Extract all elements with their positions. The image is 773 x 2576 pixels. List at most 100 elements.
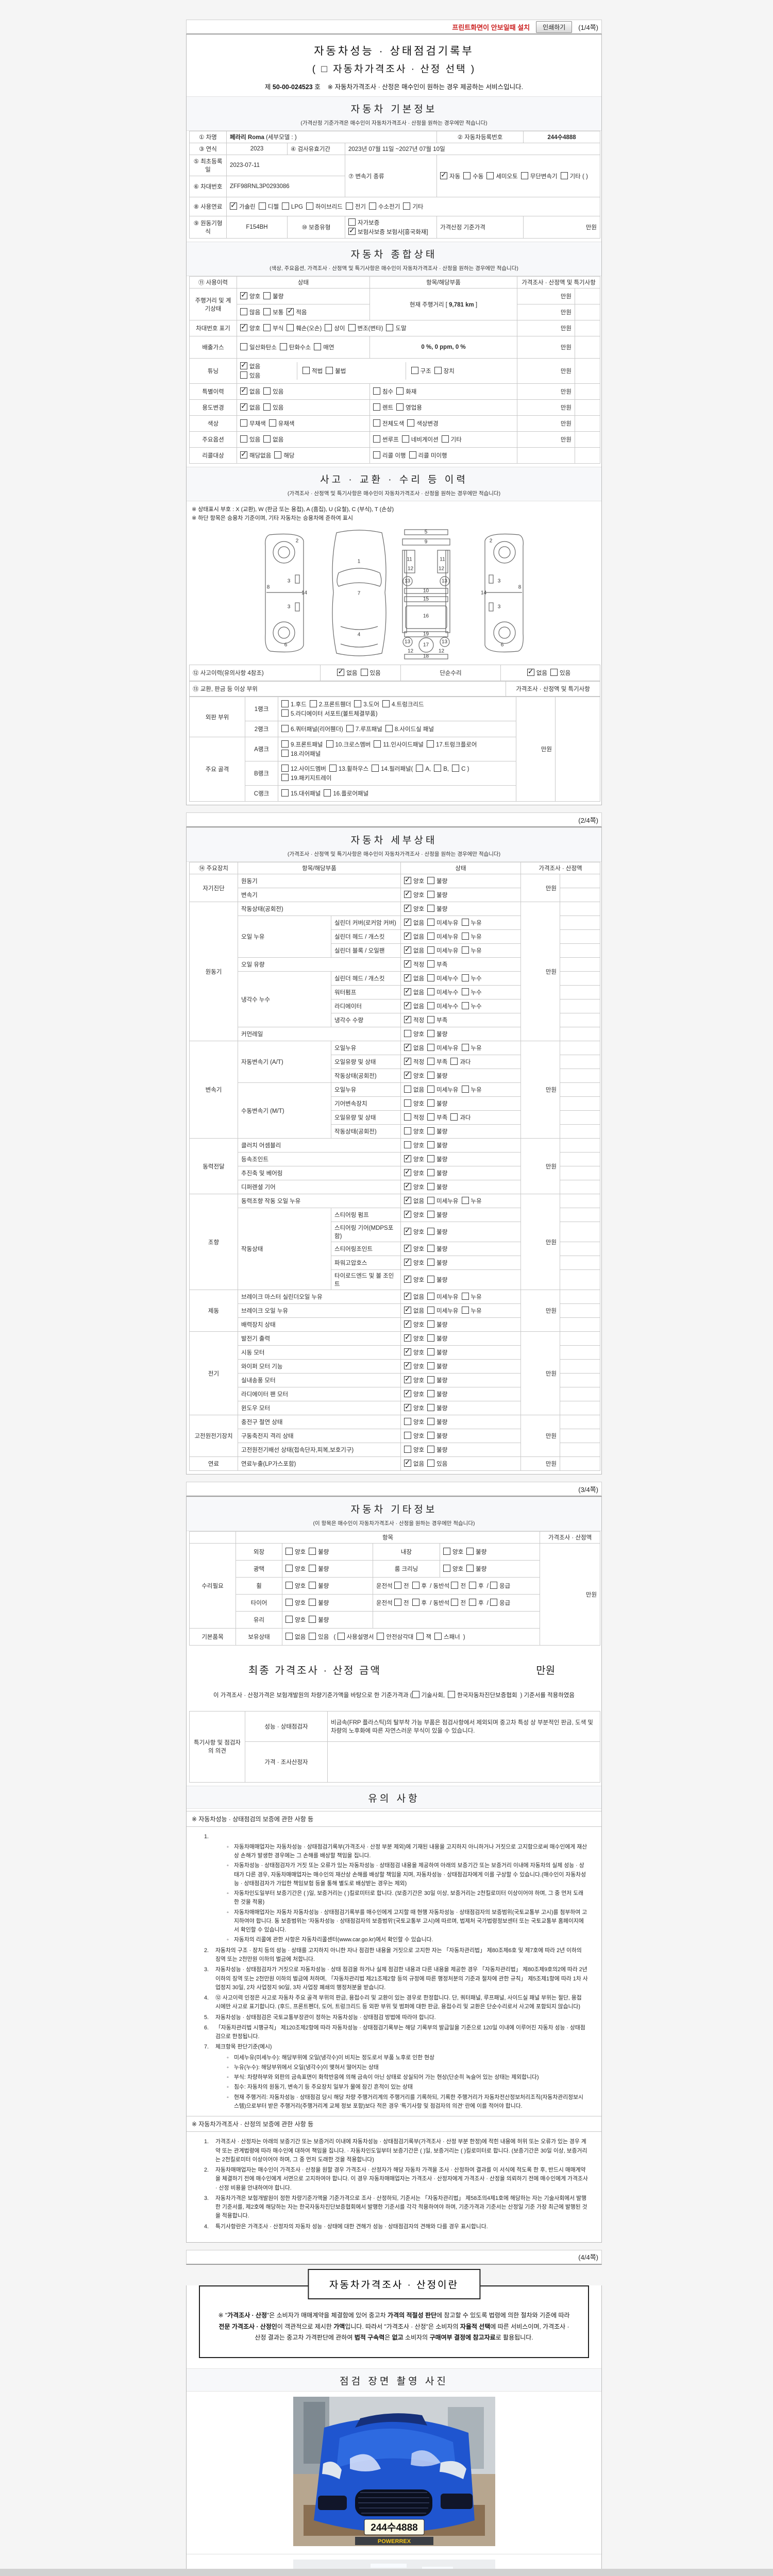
checkbox-unchecked-icon[interactable] <box>274 451 282 459</box>
checkbox-option[interactable]: 불량 <box>309 1599 329 1607</box>
checkbox-option[interactable]: 렌트 <box>373 403 393 412</box>
checkbox-checked-icon[interactable] <box>404 1388 411 1397</box>
checkbox-option[interactable]: 불량 <box>309 1582 329 1590</box>
checkbox-option[interactable]: 전 <box>451 1599 466 1607</box>
checkbox-checked-icon[interactable] <box>404 1042 411 1051</box>
checkbox-option[interactable]: 후 <box>412 1599 427 1607</box>
checkbox-unchecked-icon[interactable] <box>427 1276 435 1283</box>
checkbox-option[interactable]: 많음 <box>240 308 260 316</box>
checkbox-unchecked-icon[interactable] <box>461 974 469 981</box>
checkbox-unchecked-icon[interactable] <box>427 1432 435 1439</box>
checkbox-option[interactable]: 색상변경 <box>407 419 439 428</box>
checkbox-unchecked-icon[interactable] <box>520 172 528 179</box>
checkbox-unchecked-icon[interactable] <box>427 946 435 954</box>
checkbox-option[interactable]: 양호 <box>404 1347 424 1357</box>
checkbox-option[interactable]: 양호 <box>404 1388 424 1398</box>
checkbox-option[interactable]: 일산화탄소 <box>240 343 277 351</box>
checkbox-unchecked-icon[interactable] <box>409 451 416 459</box>
checkbox-option[interactable]: 없음 <box>404 1086 424 1094</box>
checkbox-option[interactable]: 양호 <box>404 1030 424 1038</box>
checkbox-unchecked-icon[interactable] <box>396 387 404 395</box>
checkbox-option[interactable]: 미세누유 <box>427 946 459 955</box>
checkbox-checked-icon[interactable] <box>404 1243 411 1252</box>
checkbox-unchecked-icon[interactable] <box>404 1127 411 1134</box>
checkbox-option[interactable]: 양호 <box>404 1432 424 1440</box>
checkbox-option[interactable]: 없음 <box>404 973 424 982</box>
checkbox-option[interactable]: 불량 <box>427 891 447 899</box>
checkbox-option[interactable]: 7.루프패널 <box>346 725 382 733</box>
checkbox-unchecked-icon[interactable] <box>560 172 568 179</box>
checkbox-unchecked-icon[interactable] <box>309 1599 316 1606</box>
checkbox-option[interactable]: 없음 <box>404 1305 424 1315</box>
checkbox-option[interactable]: 보험사보증 보험사[흥국화재] <box>348 226 428 236</box>
checkbox-option[interactable]: 양호 <box>285 1565 306 1573</box>
checkbox-unchecked-icon[interactable] <box>427 1245 435 1252</box>
checkbox-option[interactable]: 과다 <box>450 1113 471 1122</box>
checkbox-unchecked-icon[interactable] <box>461 1293 469 1300</box>
checkbox-option[interactable]: 불량 <box>427 1362 447 1370</box>
checkbox-option[interactable]: 누유 <box>461 1307 482 1315</box>
checkbox-option[interactable]: 없음 <box>404 1458 424 1468</box>
checkbox-unchecked-icon[interactable] <box>281 765 289 772</box>
checkbox-checked-icon[interactable] <box>404 917 411 926</box>
checkbox-unchecked-icon[interactable] <box>469 1599 477 1606</box>
checkbox-unchecked-icon[interactable] <box>263 435 271 443</box>
checkbox-unchecked-icon[interactable] <box>401 435 409 443</box>
checkbox-option[interactable]: 부족 <box>427 1016 447 1024</box>
checkbox-unchecked-icon[interactable] <box>427 1044 435 1051</box>
checkbox-unchecked-icon[interactable] <box>461 1044 469 1051</box>
checkbox-unchecked-icon[interactable] <box>281 750 289 757</box>
checkbox-option[interactable]: 적법 <box>303 367 323 375</box>
checkbox-option[interactable]: 양호 <box>404 903 424 913</box>
checkbox-option[interactable]: 적정 <box>404 1014 424 1024</box>
checkbox-option[interactable]: 적정 <box>404 959 424 969</box>
checkbox-checked-icon[interactable] <box>404 1195 411 1204</box>
checkbox-unchecked-icon[interactable] <box>427 1362 435 1369</box>
checkbox-unchecked-icon[interactable] <box>281 740 289 748</box>
checkbox-option[interactable]: 장치 <box>434 367 455 375</box>
print-button[interactable]: 인쇄하기 <box>536 21 573 33</box>
checkbox-option[interactable]: 누유 <box>461 919 482 927</box>
checkbox-option[interactable]: 후 <box>412 1582 427 1590</box>
checkbox-checked-icon[interactable] <box>404 1375 411 1383</box>
checkbox-option[interactable]: 수동 <box>463 172 483 180</box>
checkbox-option[interactable]: 불량 <box>427 1432 447 1440</box>
checkbox-option[interactable]: 19.패키지트레이 <box>281 774 331 782</box>
checkbox-unchecked-icon[interactable] <box>285 1548 293 1555</box>
checkbox-option[interactable]: 불량 <box>427 1141 447 1149</box>
checkbox-option[interactable]: 없음 <box>285 1633 306 1641</box>
checkbox-unchecked-icon[interactable] <box>326 740 333 748</box>
checkbox-unchecked-icon[interactable] <box>404 1113 411 1121</box>
checkbox-option[interactable]: 수소전기 <box>369 202 400 211</box>
checkbox-option[interactable]: 미세누수 <box>427 974 459 982</box>
checkbox-unchecked-icon[interactable] <box>386 324 394 331</box>
checkbox-option[interactable]: 15.대쉬패널 <box>281 789 321 798</box>
checkbox-unchecked-icon[interactable] <box>374 740 381 748</box>
checkbox-option[interactable]: 불량 <box>427 1127 447 1136</box>
checkbox-unchecked-icon[interactable] <box>258 202 266 210</box>
checkbox-option[interactable]: 양호 <box>443 1565 463 1573</box>
checkbox-checked-icon[interactable] <box>404 987 411 995</box>
checkbox-unchecked-icon[interactable] <box>427 1460 435 1467</box>
checkbox-checked-icon[interactable] <box>240 361 247 369</box>
checkbox-option[interactable]: 불량 <box>427 877 447 885</box>
checkbox-option[interactable]: 4.트렁크리드 <box>382 700 424 708</box>
checkbox-unchecked-icon[interactable] <box>448 1691 456 1698</box>
checkbox-option[interactable]: 양호 <box>404 1274 424 1284</box>
checkbox-option[interactable]: 양호 <box>404 1099 424 1108</box>
checkbox-unchecked-icon[interactable] <box>263 403 271 411</box>
checkbox-option[interactable]: 없음 <box>404 1001 424 1010</box>
checkbox-unchecked-icon[interactable] <box>461 988 469 995</box>
checkbox-unchecked-icon[interactable] <box>373 419 380 427</box>
checkbox-unchecked-icon[interactable] <box>382 700 390 707</box>
checkbox-unchecked-icon[interactable] <box>285 1633 293 1640</box>
checkbox-option[interactable]: 2.프론트휀더 <box>309 700 351 708</box>
checkbox-unchecked-icon[interactable] <box>427 1169 435 1176</box>
checkbox-option[interactable]: 불량 <box>427 1183 447 1191</box>
checkbox-option[interactable]: 양호 <box>404 1181 424 1191</box>
checkbox-unchecked-icon[interactable] <box>326 367 333 374</box>
checkbox-option[interactable]: 있음 <box>360 669 381 677</box>
checkbox-option[interactable]: 불량 <box>427 1211 447 1219</box>
checkbox-option[interactable]: 13.휠하우스 <box>329 765 368 773</box>
checkbox-unchecked-icon[interactable] <box>240 343 247 350</box>
